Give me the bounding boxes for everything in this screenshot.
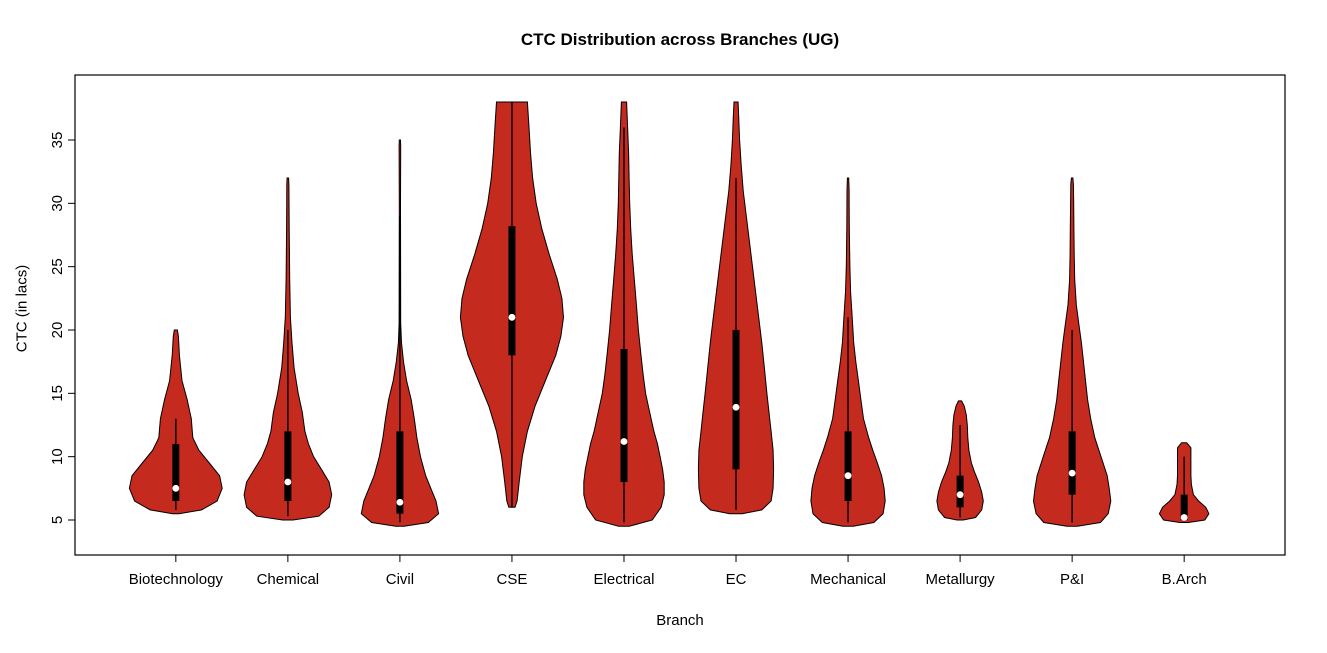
- svg-text:5: 5: [49, 516, 66, 524]
- chart-title: CTC Distribution across Branches (UG): [520, 30, 840, 49]
- svg-text:B.Arch: B.Arch: [1162, 571, 1207, 588]
- svg-text:Electrical: Electrical: [594, 571, 655, 588]
- svg-text:EC: EC: [726, 571, 747, 588]
- svg-text:Mechanical: Mechanical: [810, 571, 886, 588]
- svg-text:35: 35: [49, 132, 66, 149]
- svg-text:CSE: CSE: [497, 571, 528, 588]
- svg-text:Biotechnology: Biotechnology: [129, 571, 224, 588]
- svg-text:P&I: P&I: [1060, 571, 1084, 588]
- svg-text:Metallurgy: Metallurgy: [925, 571, 995, 588]
- svg-text:Civil: Civil: [386, 571, 414, 588]
- svg-text:10: 10: [49, 448, 66, 465]
- svg-text:30: 30: [49, 195, 66, 212]
- svg-text:20: 20: [49, 322, 66, 339]
- svg-text:Chemical: Chemical: [257, 571, 320, 588]
- x-axis-label: Branch: [656, 612, 704, 629]
- svg-text:25: 25: [49, 258, 66, 275]
- svg-text:15: 15: [49, 385, 66, 402]
